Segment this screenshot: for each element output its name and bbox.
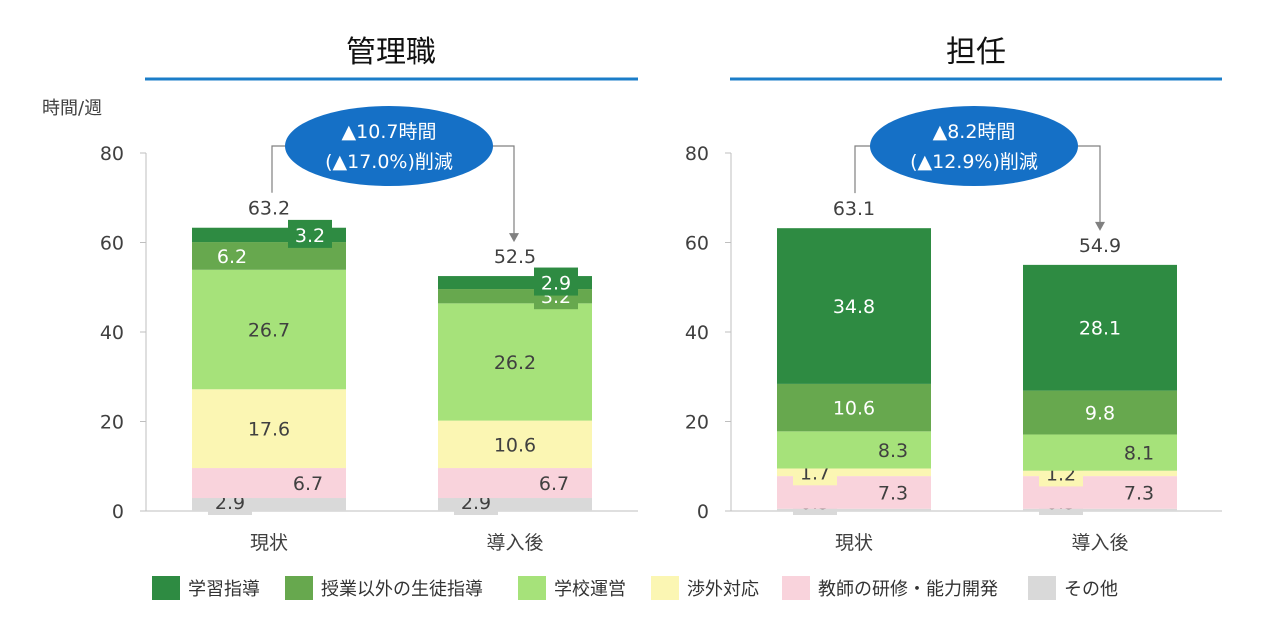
bar-segment [438, 303, 592, 421]
bar-segment [777, 228, 931, 384]
callout-bracket-left [854, 145, 874, 194]
data-label: 6.7 [293, 473, 323, 495]
bar-segment [1023, 264, 1177, 391]
legend-item: その他 [1028, 574, 1118, 602]
y-tick-label: 60 [685, 233, 709, 255]
callout-ellipse [870, 106, 1078, 186]
y-tick-label: 40 [685, 322, 709, 344]
y-tick-label: 20 [100, 412, 124, 434]
data-label: 6.2 [217, 246, 247, 268]
bar-segment [192, 269, 346, 390]
legend-item: 学校運営 [518, 574, 626, 602]
bar-segment [777, 383, 931, 432]
legend-swatch [651, 576, 679, 600]
legend-swatch [782, 576, 810, 600]
total-label: 63.2 [248, 198, 290, 220]
data-label: 26.7 [248, 320, 290, 342]
y-tick-label: 0 [697, 501, 709, 523]
data-label: 28.1 [1079, 318, 1121, 340]
legend-swatch [152, 576, 180, 600]
total-label: 63.1 [833, 198, 875, 220]
chart-title: 管理職 [346, 35, 436, 70]
total-label: 52.5 [494, 246, 536, 268]
y-unit-label: 時間/週 [42, 98, 102, 119]
bar-segment [777, 468, 931, 477]
category-label: 導入後 [486, 532, 543, 554]
category-label: 導入後 [1071, 532, 1128, 554]
data-label: 9.8 [1085, 403, 1115, 425]
legend-label: 学校運営 [554, 579, 626, 600]
bar-segment [438, 468, 592, 499]
bar-segment [777, 431, 931, 469]
bar-segment [1023, 470, 1177, 477]
y-tick-label: 60 [100, 233, 124, 255]
legend-label: その他 [1064, 579, 1118, 600]
callout-line-2: (▲17.0%)削減 [325, 151, 453, 173]
legend: 学習指導 授業以外の生徒指導 学校運営 渉外対応 教師の研修・能力開発 その他 [0, 574, 1280, 604]
legend-swatch [285, 576, 313, 600]
y-tick-label: 0 [112, 501, 124, 523]
data-label-box [534, 267, 578, 296]
bar-segment [1023, 508, 1177, 511]
legend-label: 教師の研修・能力開発 [818, 579, 998, 600]
legend-item: 渉外対応 [651, 574, 759, 602]
legend-item: 授業以外の生徒指導 [285, 574, 483, 602]
bar-segment [192, 389, 346, 469]
bar-segment [777, 508, 931, 511]
callout-arrow-icon [509, 233, 519, 243]
data-label: 6.7 [539, 473, 569, 495]
bar-segment [438, 420, 592, 469]
data-label: 34.8 [833, 296, 875, 318]
legend-item: 教師の研修・能力開発 [782, 574, 998, 602]
chart-title: 担任 [946, 35, 1006, 70]
callout-arrow-icon [1095, 221, 1105, 231]
legend-label: 学習指導 [188, 579, 260, 600]
bar-segment [1023, 434, 1177, 471]
callout-bracket-right [1074, 145, 1101, 226]
callout-line-2: (▲12.9%)削減 [910, 151, 1038, 173]
bar-segment [192, 468, 346, 499]
callout-line-1: ▲10.7時間 [342, 121, 437, 143]
data-label: 17.6 [248, 419, 290, 441]
data-label: 7.3 [1124, 482, 1154, 504]
data-label: 26.2 [494, 352, 536, 374]
data-label: 3.2 [295, 225, 325, 247]
data-label: 8.1 [1124, 443, 1154, 465]
callout-line-1: ▲8.2時間 [933, 121, 1016, 143]
data-label: 10.6 [833, 398, 875, 420]
callout-bracket-right [489, 145, 515, 238]
legend-swatch [518, 576, 546, 600]
callout-ellipse [285, 106, 493, 186]
bar-segment [1023, 390, 1177, 435]
data-label: 10.6 [494, 434, 536, 456]
callout-bracket-left [271, 145, 289, 193]
y-tick-label: 80 [685, 143, 709, 165]
y-tick-label: 80 [100, 143, 124, 165]
legend-item: 学習指導 [152, 574, 260, 602]
category-label: 現状 [835, 532, 873, 554]
y-tick-label: 20 [685, 412, 709, 434]
data-label: 2.9 [541, 273, 571, 295]
legend-swatch [1028, 576, 1056, 600]
total-label: 54.9 [1079, 235, 1121, 257]
legend-label: 授業以外の生徒指導 [321, 579, 483, 600]
data-label: 8.3 [878, 440, 908, 462]
data-label: 7.3 [878, 482, 908, 504]
y-tick-label: 40 [100, 322, 124, 344]
data-label-box [288, 219, 332, 248]
legend-label: 渉外対応 [687, 579, 759, 600]
category-label: 現状 [250, 532, 288, 554]
